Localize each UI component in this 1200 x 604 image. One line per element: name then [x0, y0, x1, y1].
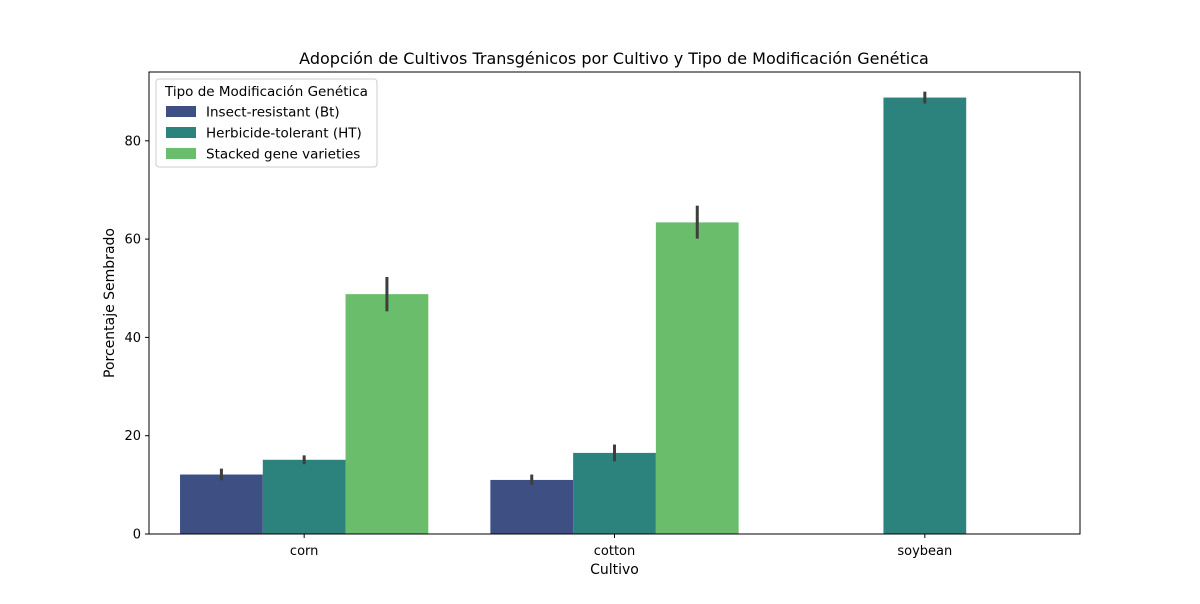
x-tick-label-soybean: soybean: [897, 544, 952, 559]
legend-label-series-2: Stacked gene varieties: [206, 147, 360, 163]
legend-title: Tipo de Modificación Genética: [164, 84, 368, 100]
legend-swatch-series-2: [166, 148, 196, 159]
x-tick-label-corn: corn: [290, 544, 318, 559]
bar-cotton-series-1: [573, 452, 656, 534]
bars-layer: [180, 97, 967, 535]
y-tick-label: 60: [124, 233, 141, 248]
bar-corn-series-2: [345, 294, 429, 534]
bar-corn-series-1: [262, 459, 346, 534]
legend-items: Insect-resistant (Bt) Herbicide-tolerant …: [166, 105, 362, 163]
bar-cotton-series-0: [490, 479, 574, 534]
y-tick-label: 40: [124, 331, 141, 346]
legend: Tipo de Modificación Genética Insect-res…: [155, 78, 378, 168]
legend-label-series-0: Insect-resistant (Bt): [206, 105, 340, 121]
y-tick-label: 80: [124, 134, 141, 149]
x-axis-label: Cultivo: [590, 562, 639, 578]
x-tick-label-cotton: cotton: [594, 544, 636, 559]
y-axis-ticks: 0 20 40 60 80: [124, 134, 149, 543]
bar-corn-series-0: [180, 474, 263, 534]
error-bars-layer: [219, 91, 927, 485]
legend-label-series-1: Herbicide-tolerant (HT): [206, 126, 362, 142]
x-axis-ticks: corn cotton soybean: [290, 534, 952, 559]
legend-swatch-series-1: [166, 127, 196, 138]
chart-title: Adopción de Cultivos Transgénicos por Cu…: [299, 49, 929, 68]
bar-soybean-series-1: [883, 97, 967, 535]
legend-box: [155, 78, 378, 168]
y-tick-label: 0: [133, 528, 141, 543]
bar-cotton-series-2: [655, 222, 739, 534]
y-tick-label: 20: [124, 429, 141, 444]
legend-swatch-series-0: [166, 106, 196, 117]
y-axis-label: Porcentaje Sembrado: [102, 228, 118, 378]
